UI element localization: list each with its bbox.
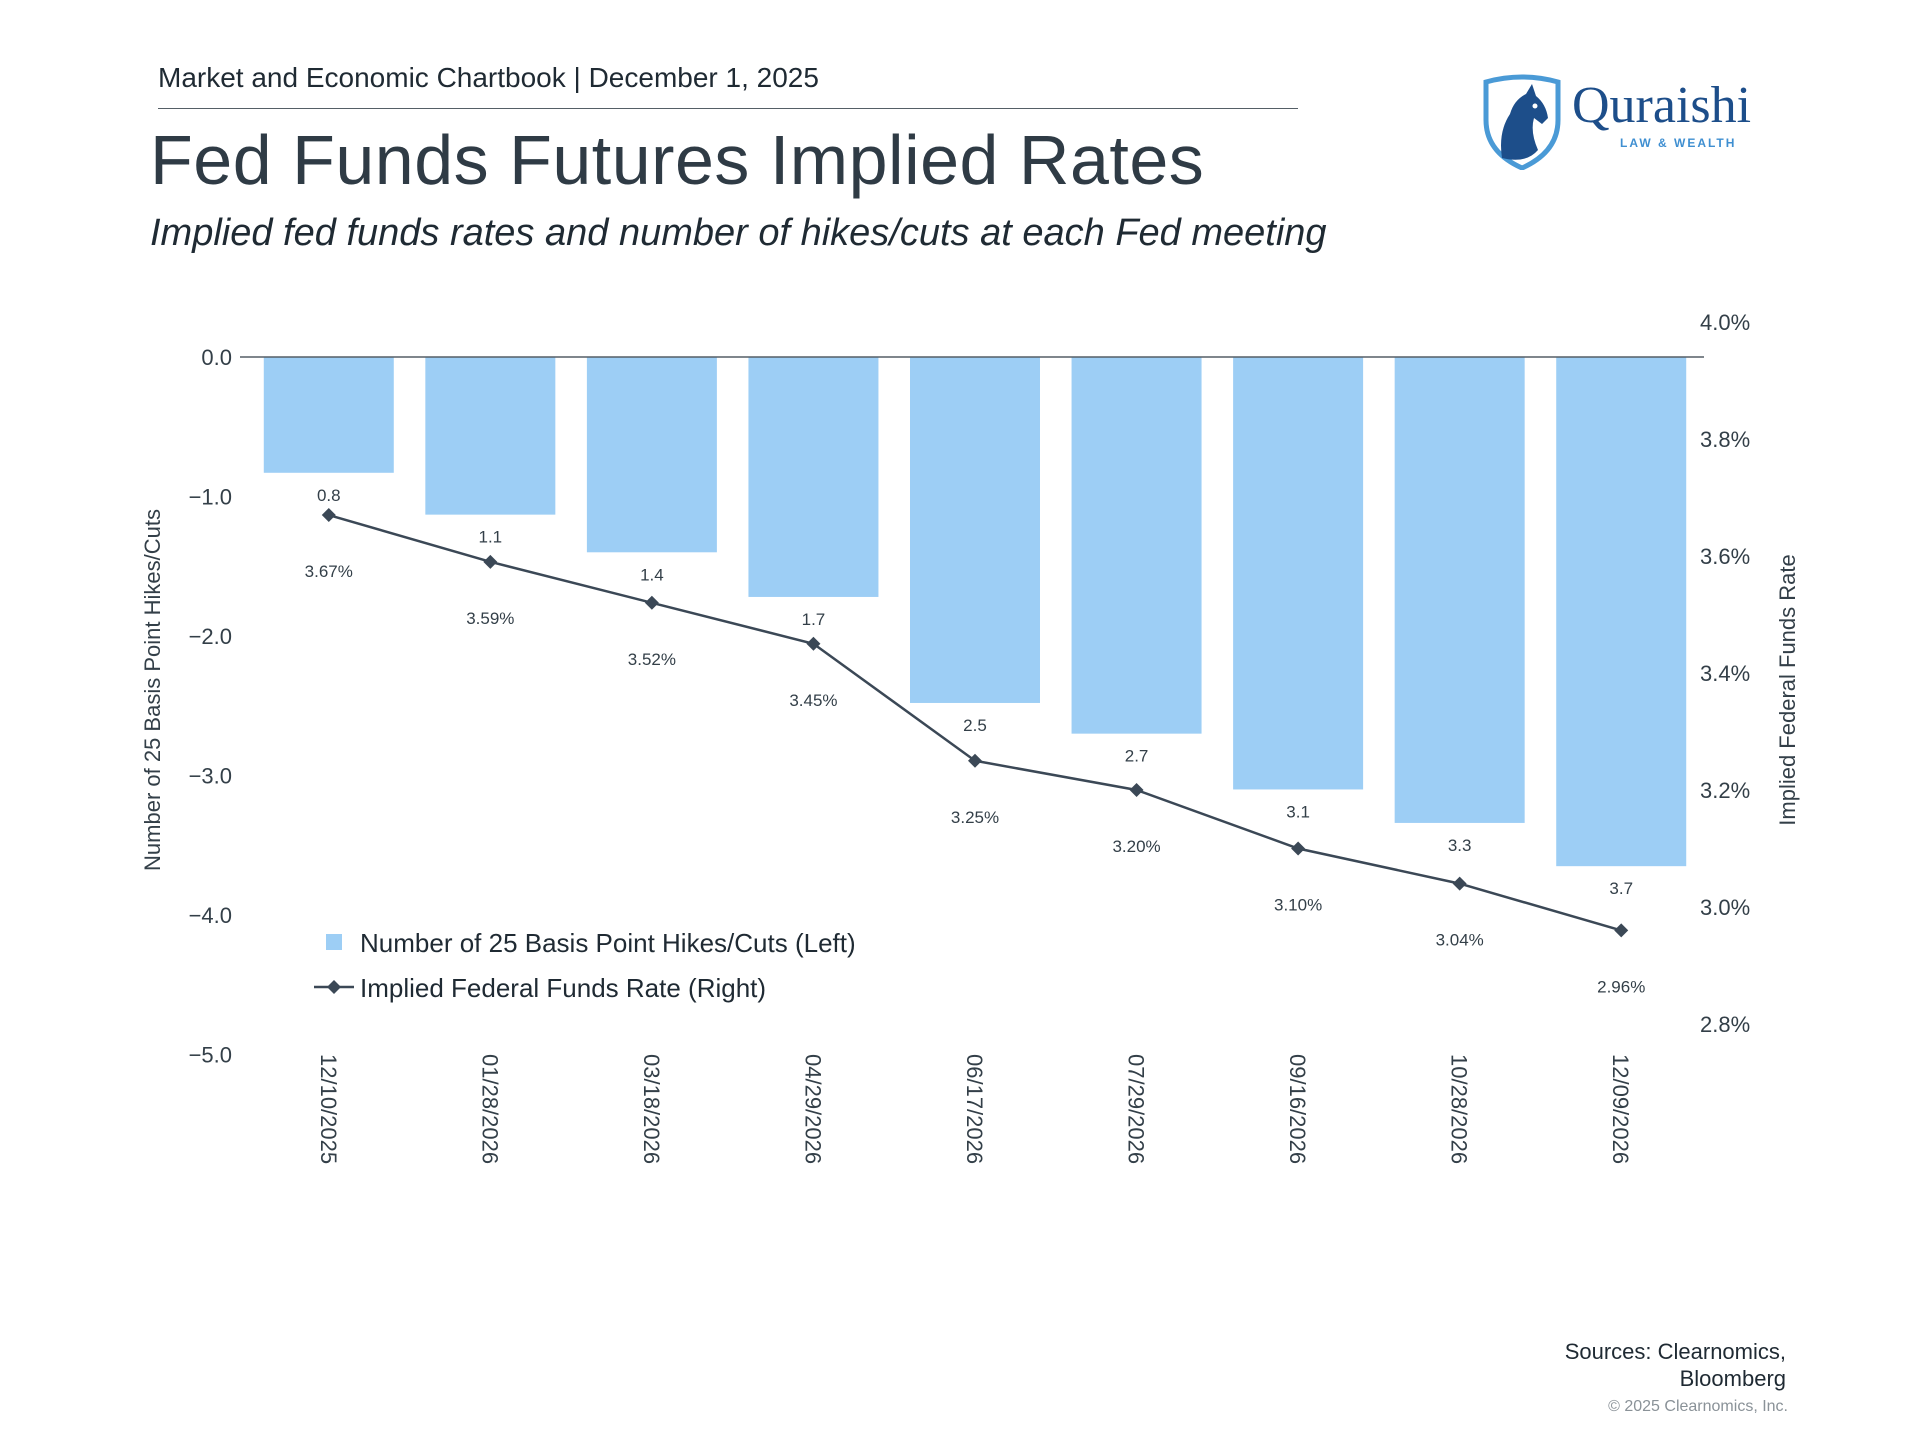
rate-point-0 <box>321 508 336 523</box>
x-tick-0: 12/10/2025 <box>316 1054 341 1164</box>
x-tick-3: 04/29/2026 <box>800 1054 825 1164</box>
rate-point-8 <box>1614 923 1629 938</box>
x-tick-1: 01/28/2026 <box>477 1054 502 1164</box>
left-tick-5: −5.0 <box>189 1043 232 1068</box>
rate-label-2: 3.52% <box>628 650 676 669</box>
bar-label-0: 0.8 <box>317 486 341 505</box>
bar-label-3: 1.7 <box>802 610 826 629</box>
right-tick-4: 3.2% <box>1700 778 1750 803</box>
left-tick-2: −2.0 <box>189 624 232 649</box>
x-tick-2: 03/18/2026 <box>639 1054 664 1164</box>
x-axis: 12/10/2025 01/28/2026 03/18/2026 04/29/2026… <box>316 1054 1633 1164</box>
bar-7 <box>1394 357 1525 823</box>
bar-5 <box>1071 357 1202 734</box>
x-tick-7: 10/28/2026 <box>1447 1054 1472 1164</box>
x-tick-6: 09/16/2026 <box>1285 1054 1310 1164</box>
legend-bar-swatch <box>326 934 342 950</box>
rate-point-3 <box>806 636 821 651</box>
bar-label-2: 1.4 <box>640 565 664 584</box>
right-axis-label: Implied Federal Funds Rate <box>1775 554 1800 825</box>
chart-legend: Number of 25 Basis Point Hikes/Cuts (Lef… <box>314 928 856 1003</box>
bar-8 <box>1556 357 1687 867</box>
rate-point-7 <box>1452 876 1467 891</box>
rate-label-4: 3.25% <box>951 808 999 827</box>
rate-label-3: 3.45% <box>789 691 837 710</box>
rate-label-6: 3.10% <box>1274 896 1322 915</box>
sources-line-1: Sources: Clearnomics, <box>1564 1339 1786 1364</box>
bar-label-5: 2.7 <box>1125 747 1149 766</box>
bar-label-4: 2.5 <box>963 716 987 735</box>
copyright-note: © 2025 Clearnomics, Inc. <box>1608 1398 1788 1415</box>
horse-head-shield-icon <box>1483 74 1561 170</box>
bar-1 <box>425 357 556 515</box>
bar-4 <box>910 357 1040 703</box>
left-axis: 0.0 −1.0 −2.0 −3.0 −4.0 −5.0 Number of 25 Basi… <box>140 345 232 1068</box>
page-subtitle: Implied fed funds rates and number of hi… <box>150 212 1327 254</box>
rate-label-0: 3.67% <box>305 562 353 581</box>
sources-line-2: Bloomberg <box>1679 1366 1786 1391</box>
x-tick-8: 12/09/2026 <box>1608 1054 1633 1164</box>
bar-2 <box>586 357 717 553</box>
bar-3 <box>748 357 879 597</box>
bar-label-1: 1.1 <box>479 528 503 547</box>
rate-label-8: 2.96% <box>1597 977 1645 996</box>
left-axis-label: Number of 25 Basis Point Hikes/Cuts <box>140 509 165 871</box>
rate-point-2 <box>644 595 659 610</box>
bar-label-7: 3.3 <box>1448 836 1472 855</box>
rate-label-7: 3.04% <box>1436 931 1484 950</box>
header-divider <box>158 108 1298 109</box>
sources-note: Sources: Clearnomics, Bloomberg <box>1486 1338 1786 1392</box>
right-axis: 4.0% 3.8% 3.6% 3.4% 3.2% 3.0% 2.8% Implied Fede… <box>1700 310 1800 1037</box>
bar-0 <box>263 357 394 473</box>
x-tick-4: 06/17/2026 <box>962 1054 987 1164</box>
logo-wordmark: Quraishi <box>1572 77 1752 134</box>
right-tick-1: 3.8% <box>1700 427 1750 452</box>
x-tick-5: 07/29/2026 <box>1124 1054 1149 1164</box>
rate-point-4 <box>968 753 982 768</box>
left-tick-3: −3.0 <box>189 764 232 789</box>
left-tick-0: 0.0 <box>201 345 232 370</box>
bar-label-6: 3.1 <box>1286 802 1310 821</box>
legend-bar-label: Number of 25 Basis Point Hikes/Cuts (Lef… <box>360 928 856 958</box>
right-tick-5: 3.0% <box>1700 895 1750 920</box>
logo-tagline: LAW & WEALTH <box>1620 136 1737 150</box>
chartbook-header: Market and Economic Chartbook | December… <box>158 62 819 93</box>
bar-series: 0.8 1.1 1.4 1.7 2.5 2.7 3.1 3.3 3.7 <box>263 357 1687 898</box>
legend-line-marker <box>327 980 341 994</box>
right-tick-3: 3.4% <box>1700 661 1750 686</box>
bar-6 <box>1233 357 1364 790</box>
rate-label-5: 3.20% <box>1112 837 1160 856</box>
right-tick-0: 4.0% <box>1700 310 1750 335</box>
right-tick-2: 3.6% <box>1700 544 1750 569</box>
rate-point-5 <box>1129 783 1144 797</box>
rate-point-1 <box>483 554 498 569</box>
legend-line-label: Implied Federal Funds Rate (Right) <box>360 973 766 1003</box>
rate-label-1: 3.59% <box>466 609 514 628</box>
bar-label-8: 3.7 <box>1609 879 1633 898</box>
left-tick-1: −1.0 <box>189 485 232 510</box>
left-tick-4: −4.0 <box>189 903 232 928</box>
right-tick-6: 2.8% <box>1700 1012 1750 1037</box>
company-logo: Quraishi LAW & WEALTH <box>1480 74 1780 170</box>
rate-point-6 <box>1291 841 1306 856</box>
page-title: Fed Funds Futures Implied Rates <box>150 121 1205 199</box>
line-series: 3.67% 3.59% 3.52% 3.45% 3.25% 3.20% 3.10% 3.04%… <box>305 508 1645 996</box>
